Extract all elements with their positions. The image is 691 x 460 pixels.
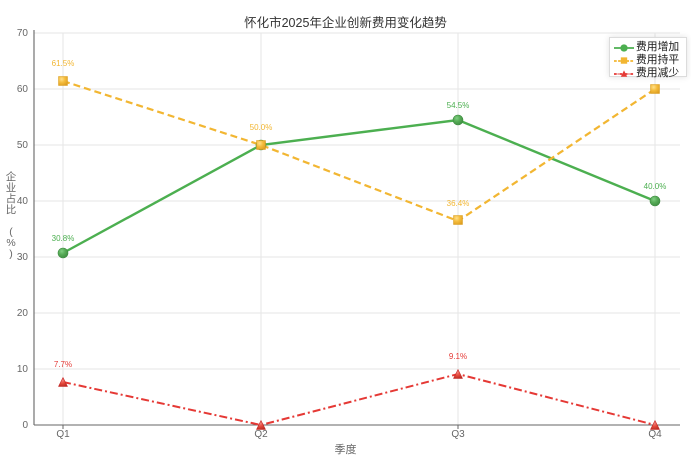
svg-text:10: 10 (17, 364, 29, 375)
svg-text:40: 40 (17, 196, 29, 207)
svg-text:50.0%: 50.0% (250, 123, 273, 132)
svg-text:Q4: Q4 (648, 429, 662, 440)
svg-text:60: 60 (17, 84, 29, 95)
svg-text:Q1: Q1 (56, 429, 70, 440)
svg-text:40.0%: 40.0% (644, 182, 667, 191)
svg-text:70: 70 (17, 28, 29, 39)
svg-text:Q2: Q2 (254, 429, 268, 440)
svg-text:Q3: Q3 (451, 429, 465, 440)
svg-text:7.7%: 7.7% (54, 360, 72, 369)
svg-text:9.1%: 9.1% (449, 352, 467, 361)
svg-text:61.5%: 61.5% (52, 59, 75, 68)
svg-text:50: 50 (17, 140, 29, 151)
svg-text:36.4%: 36.4% (447, 199, 470, 208)
svg-text:54.5%: 54.5% (447, 101, 470, 110)
svg-text:0: 0 (22, 420, 28, 431)
svg-text:30.8%: 30.8% (52, 234, 75, 243)
svg-text:30: 30 (17, 252, 29, 263)
svg-text:20: 20 (17, 308, 29, 319)
